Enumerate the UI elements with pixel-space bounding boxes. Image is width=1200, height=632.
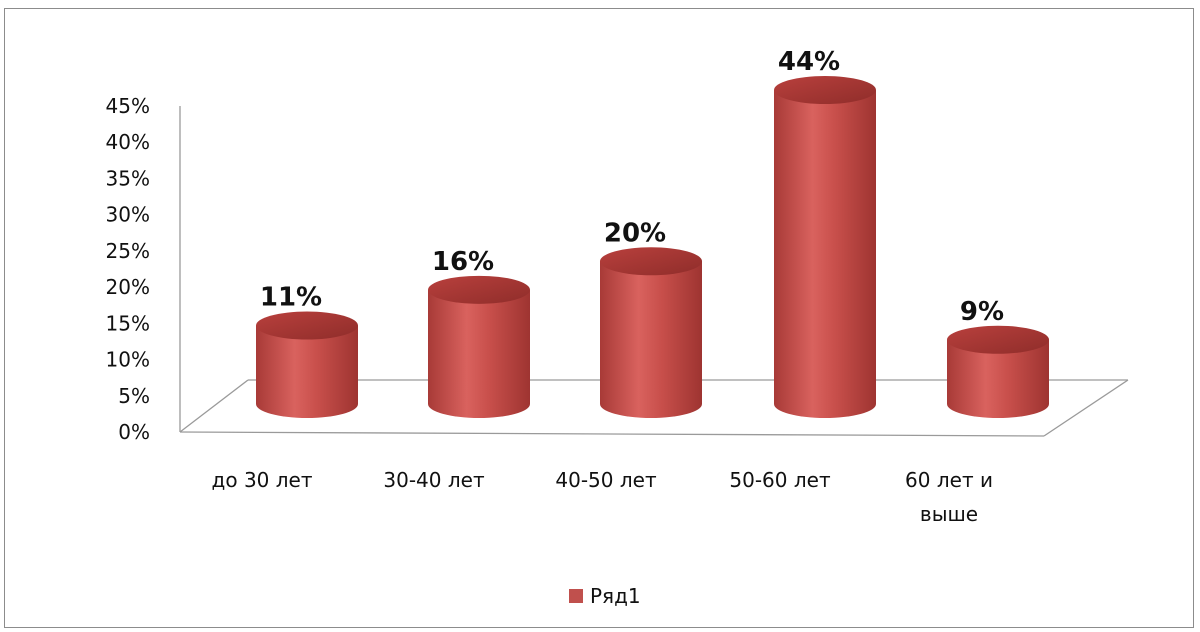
bar-body bbox=[256, 325, 358, 418]
y-tick-label: 10% bbox=[106, 348, 150, 372]
data-label: 11% bbox=[260, 283, 322, 313]
bar-body bbox=[600, 261, 702, 418]
x-tick-label: 50-60 лет bbox=[729, 468, 831, 492]
bar bbox=[774, 76, 876, 418]
y-tick-label: 30% bbox=[106, 203, 150, 227]
bar-top bbox=[947, 325, 1049, 354]
legend: Ряд1 bbox=[569, 584, 641, 608]
bars bbox=[256, 76, 1049, 418]
bar bbox=[600, 247, 702, 418]
bar-top bbox=[428, 275, 530, 304]
y-tick-label: 25% bbox=[106, 239, 150, 263]
x-tick-label: 30-40 лет bbox=[383, 468, 485, 492]
floor-right-edge bbox=[1043, 379, 1129, 437]
data-labels: 11% 16% 20% 44% 9% bbox=[260, 47, 1004, 327]
y-tick-label: 45% bbox=[106, 94, 150, 118]
x-tick-label: выше bbox=[920, 502, 978, 526]
x-tick-label: 40-50 лет bbox=[555, 468, 657, 492]
data-label: 44% bbox=[778, 47, 840, 77]
y-tick-label: 0% bbox=[118, 420, 150, 444]
y-tick-label: 20% bbox=[106, 275, 150, 299]
bar-top bbox=[600, 247, 702, 276]
bar-top bbox=[256, 311, 358, 340]
data-label: 16% bbox=[432, 247, 494, 277]
y-tick-label: 40% bbox=[106, 130, 150, 154]
y-tick-label: 5% bbox=[118, 384, 150, 408]
bar bbox=[428, 275, 530, 418]
x-tick-label: до 30 лет bbox=[212, 468, 313, 492]
y-axis-ticks: 0% 5% 10% 15% 20% 25% 30% 35% 40% 45% bbox=[106, 94, 150, 444]
data-label: 20% bbox=[604, 218, 666, 248]
floor-front-edge bbox=[179, 431, 1045, 437]
y-tick-label: 35% bbox=[106, 166, 150, 190]
bar bbox=[947, 325, 1049, 418]
chart-frame bbox=[4, 8, 1194, 628]
bar-body bbox=[947, 339, 1049, 418]
legend-label: Ряд1 bbox=[590, 584, 641, 608]
data-label: 9% bbox=[960, 297, 1004, 327]
floor-left-edge bbox=[179, 379, 249, 433]
y-tick-label: 15% bbox=[106, 311, 150, 335]
bar bbox=[256, 311, 358, 418]
x-tick-label: 60 лет и bbox=[905, 468, 993, 492]
bar-body bbox=[428, 289, 530, 418]
x-axis-labels: до 30 лет 30-40 лет 40-50 лет 50-60 лет 60 л… bbox=[212, 468, 993, 526]
bar-top bbox=[774, 76, 876, 105]
legend-swatch bbox=[569, 589, 583, 603]
bar-body bbox=[774, 90, 876, 418]
